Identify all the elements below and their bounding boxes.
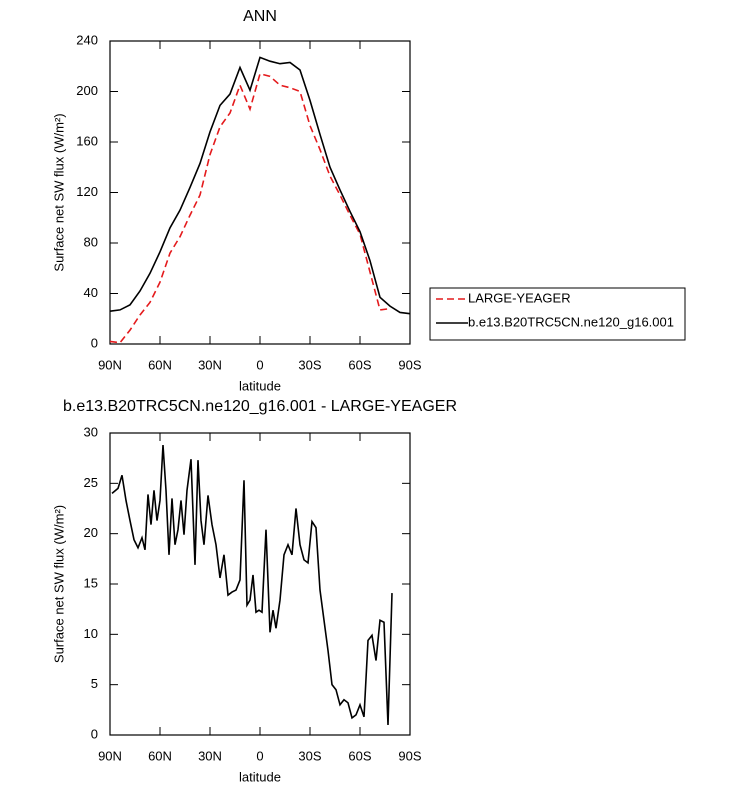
x-tick-label: 30N: [198, 357, 222, 372]
data-line: [109, 72, 391, 344]
y-tick-label: 5: [91, 676, 98, 691]
x-tick-label: 60N: [148, 357, 172, 372]
x-axis-label: latitude: [239, 769, 281, 784]
x-tick-label: 60N: [148, 748, 172, 763]
x-tick-label: 90S: [398, 748, 421, 763]
y-tick-label: 25: [84, 475, 98, 490]
x-tick-label: 0: [256, 357, 263, 372]
y-axis-label: Surface net SW flux (W/m²): [51, 113, 66, 271]
y-tick-label: 0: [91, 335, 98, 350]
plot-frame: [109, 432, 411, 736]
x-axis-label: latitude: [239, 378, 281, 393]
legend-label: b.e13.B20TRC5CN.ne120_g16.001: [468, 314, 674, 329]
data-line: [109, 56, 411, 315]
x-tick-label: 30S: [298, 357, 321, 372]
x-tick-label: 90N: [98, 357, 122, 372]
y-tick-label: 120: [76, 184, 98, 199]
x-tick-label: 60S: [348, 748, 371, 763]
plot-frame: [109, 40, 411, 345]
y-tick-label: 240: [76, 32, 98, 47]
y-tick-label: 160: [76, 133, 98, 148]
x-tick-label: 0: [256, 748, 263, 763]
y-tick-label: 20: [84, 525, 98, 540]
chart-title: ANN: [243, 8, 277, 25]
y-tick-label: 10: [84, 626, 98, 641]
y-tick-label: 30: [84, 424, 98, 439]
y-tick-label: 200: [76, 83, 98, 98]
y-tick-label: 40: [84, 285, 98, 300]
y-tick-label: 15: [84, 575, 98, 590]
legend-box: [429, 287, 686, 341]
x-tick-label: 30N: [198, 748, 222, 763]
legend-label: LARGE-YEAGER: [468, 290, 571, 305]
y-axis-label: Surface net SW flux (W/m²): [51, 505, 66, 663]
x-tick-label: 90S: [398, 357, 421, 372]
data-line: [111, 445, 393, 725]
x-tick-label: 60S: [348, 357, 371, 372]
chart-title: b.e13.B20TRC5CN.ne120_g16.001 - LARGE-YE…: [63, 398, 457, 415]
y-tick-label: 0: [91, 726, 98, 741]
x-tick-label: 30S: [298, 748, 321, 763]
x-tick-label: 90N: [98, 748, 122, 763]
y-tick-label: 80: [84, 234, 98, 249]
